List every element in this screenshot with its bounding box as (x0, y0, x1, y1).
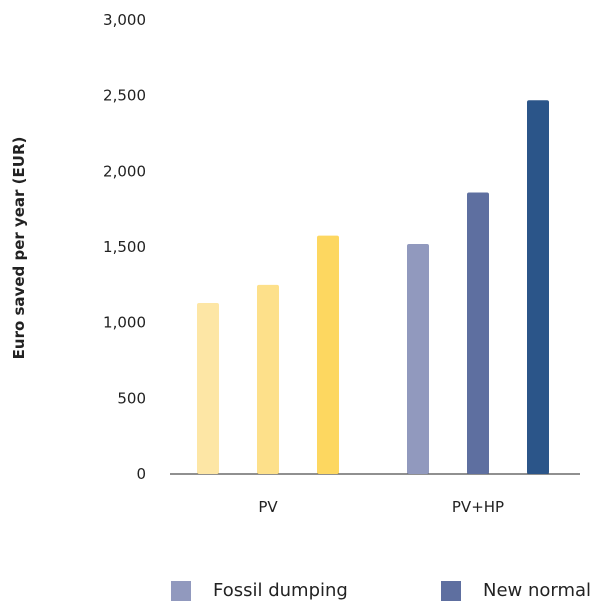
y-axis-tick-labels: 0 500 1,000 1,500 2,000 2,500 3,000 (103, 11, 146, 483)
y-tick-label: 1,000 (103, 314, 146, 332)
x-tick-label: PV+HP (452, 498, 504, 516)
y-tick-label: 500 (117, 389, 146, 407)
x-axis-tick-labels: PV PV+HP (258, 498, 504, 516)
bars-group (197, 100, 549, 474)
y-tick-label: 1,500 (103, 238, 146, 256)
bar (527, 100, 549, 474)
legend: Fossil dumping New normal (0, 580, 603, 602)
y-tick-label: 2,000 (103, 162, 146, 180)
y-tick-label: 3,000 (103, 11, 146, 29)
bar (257, 284, 279, 474)
legend-label-fossil-dumping: Fossil dumping (213, 580, 348, 601)
legend-swatch-fossil-dumping (171, 580, 191, 601)
legend-swatch-new-normal (441, 580, 461, 601)
legend-item-new-normal: New normal (441, 580, 591, 601)
y-tick-label: 0 (136, 465, 146, 483)
legend-label-new-normal: New normal (483, 580, 592, 601)
bar (407, 243, 429, 474)
y-tick-label: 2,500 (103, 87, 146, 105)
bar (197, 302, 219, 474)
bar (317, 235, 339, 474)
bar-chart: 0 500 1,000 1,500 2,000 2,500 3,000 PV PV+HP Eu… (10, 11, 580, 516)
x-tick-label: PV (258, 498, 278, 516)
legend-item-fossil-dumping: Fossil dumping (171, 580, 348, 601)
bar (467, 192, 489, 474)
y-axis-label: Euro saved per year (EUR) (10, 137, 28, 360)
